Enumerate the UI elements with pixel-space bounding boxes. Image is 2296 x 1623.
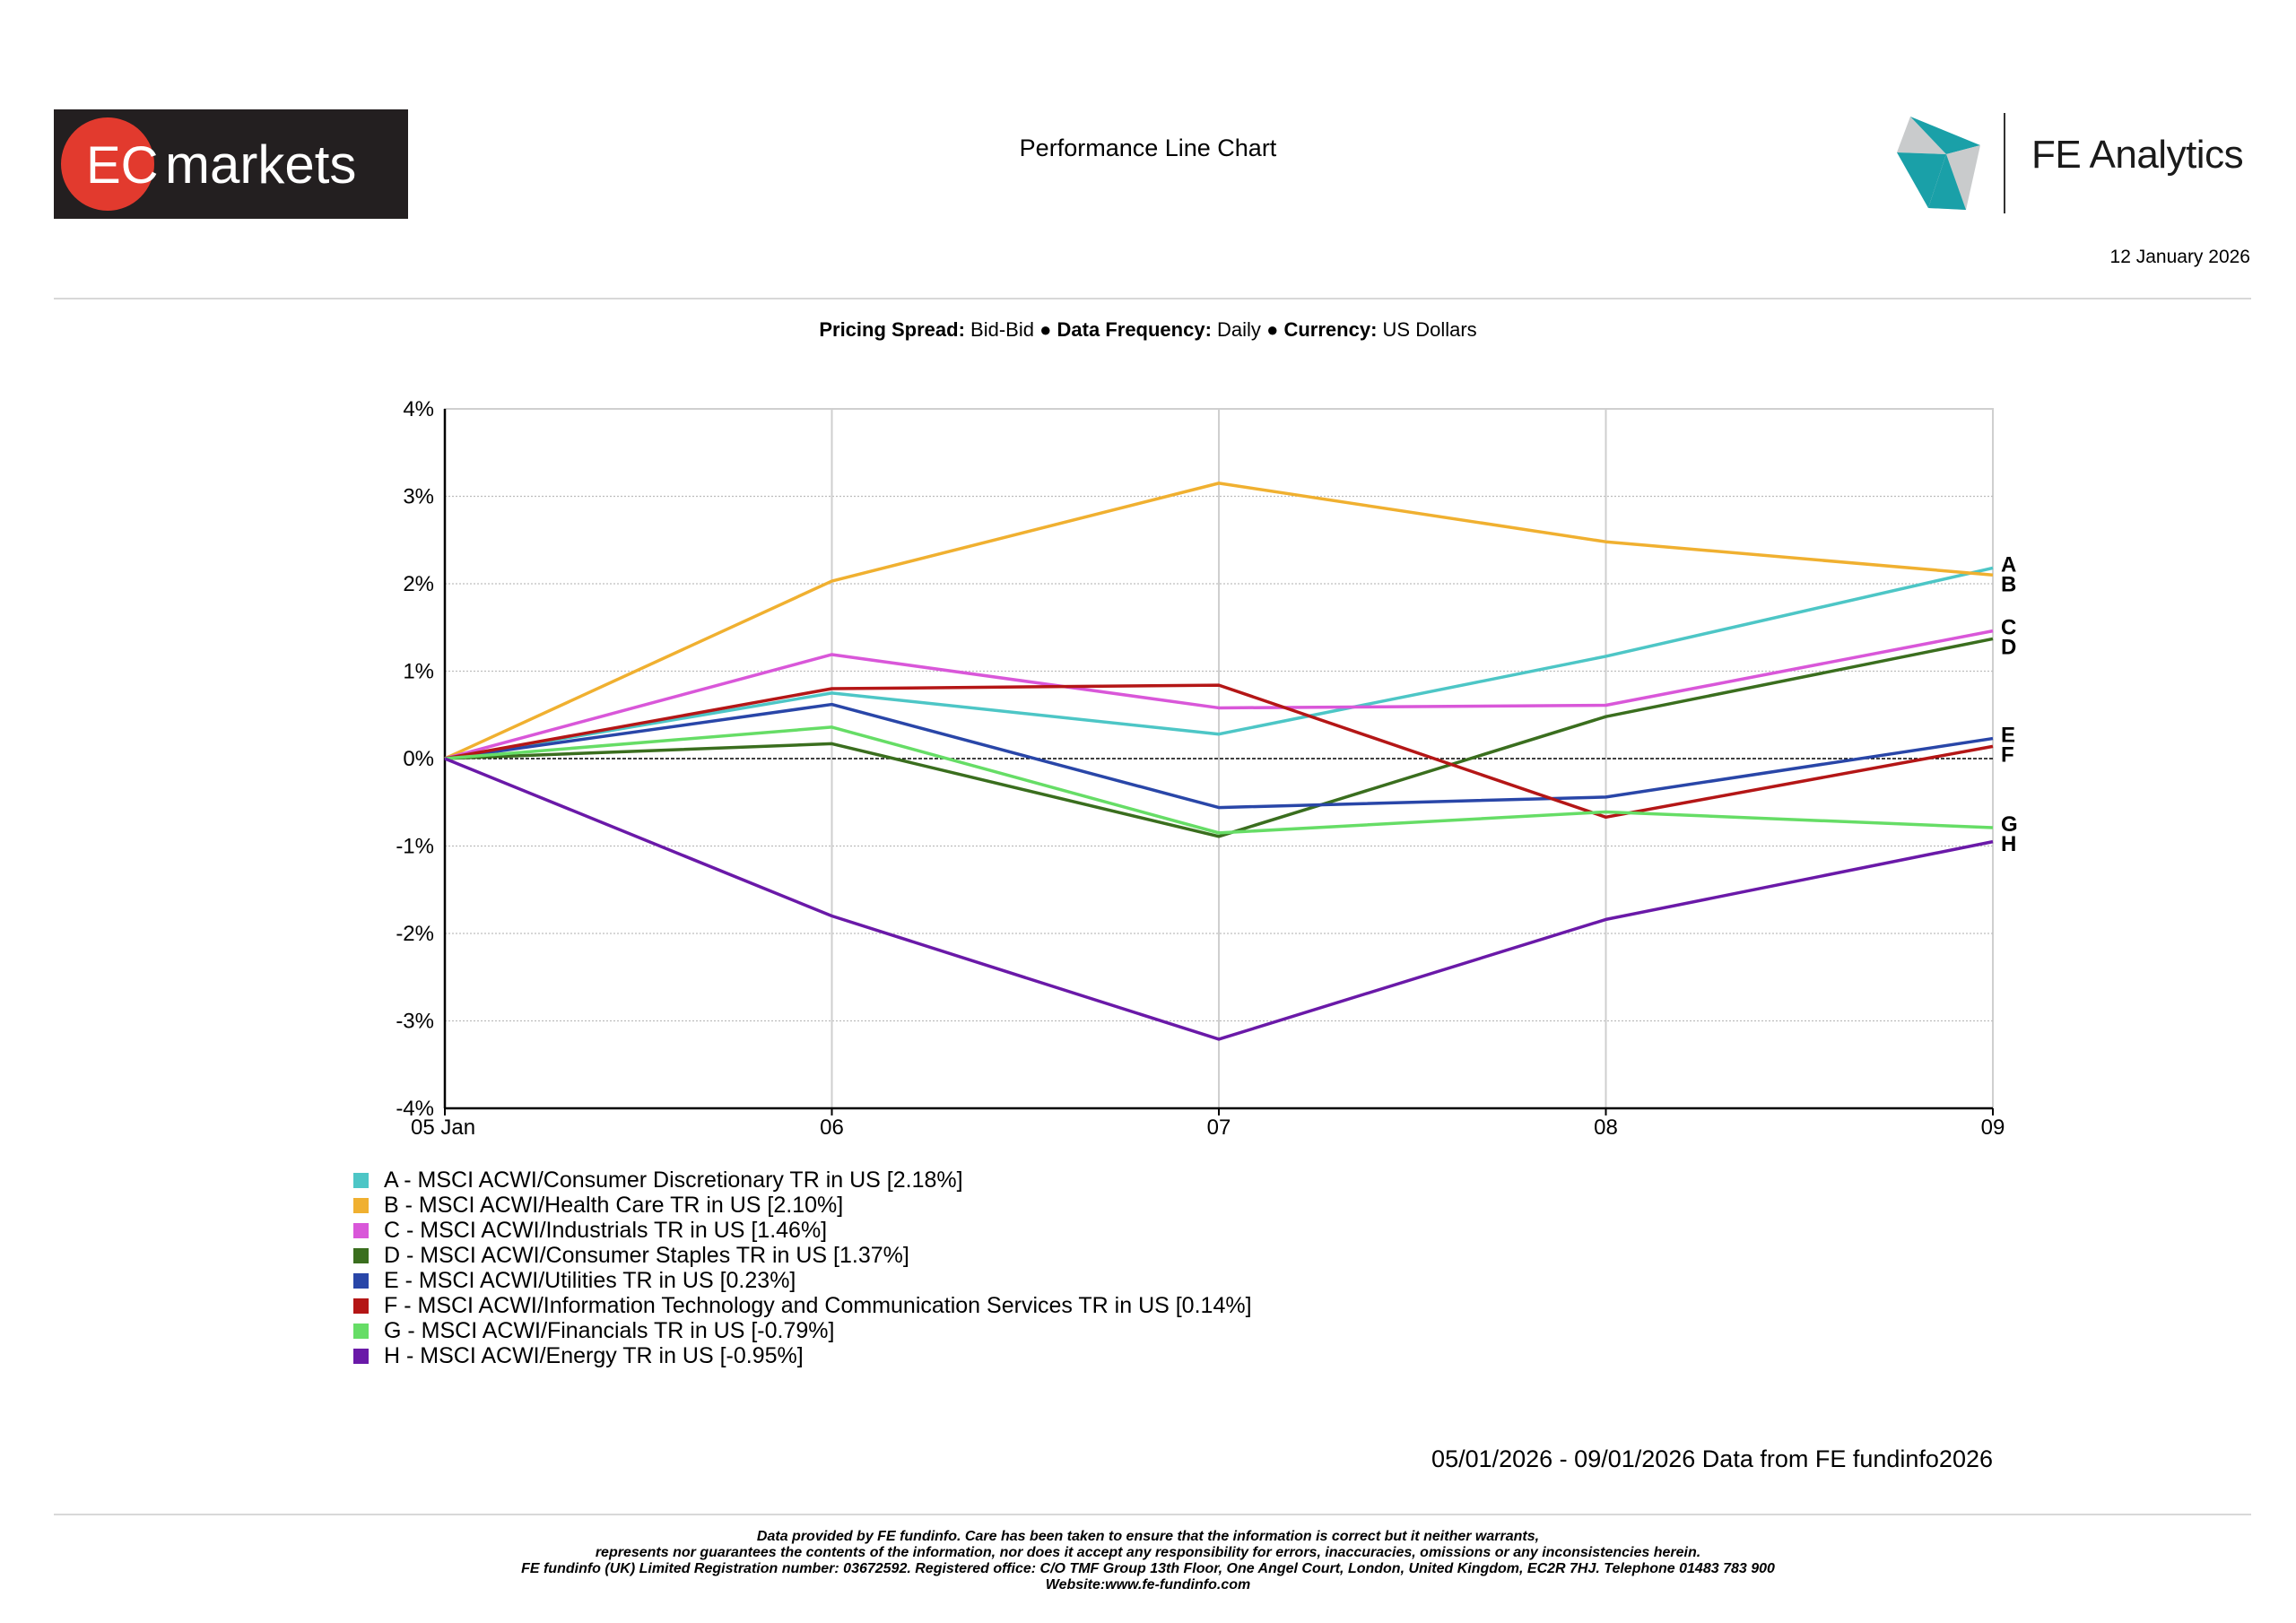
- data-frequency-label: Data Frequency:: [1057, 318, 1212, 341]
- series-end-label: D: [2001, 636, 2016, 660]
- disclaimer: Data provided by FE fundinfo. Care has b…: [0, 1529, 2296, 1593]
- fe-diamond-icon: [1897, 113, 2005, 213]
- legend-item-c: C - MSCI ACWI/Industrials TR in US [1.46…: [353, 1218, 1252, 1243]
- legend-swatch: [353, 1247, 369, 1263]
- legend-item-g: G - MSCI ACWI/Financials TR in US [-0.79…: [353, 1318, 1252, 1343]
- legend-item-f: F - MSCI ACWI/Information Technology and…: [353, 1293, 1252, 1318]
- legend-swatch: [353, 1348, 369, 1364]
- x-tick-label: 08: [1594, 1115, 1618, 1140]
- series-end-label: C: [2001, 616, 2016, 640]
- legend-label: G - MSCI ACWI/Financials TR in US [-0.79…: [384, 1318, 835, 1343]
- series-line-h: [444, 757, 1994, 1041]
- pricing-spread-value: Bid-Bid: [970, 318, 1034, 341]
- legend-label: C - MSCI ACWI/Industrials TR in US [1.46…: [384, 1218, 828, 1243]
- separator-dot: ●: [1266, 318, 1279, 341]
- legend-item-h: H - MSCI ACWI/Energy TR in US [-0.95%]: [353, 1343, 1252, 1368]
- x-tick-label: 07: [1207, 1115, 1231, 1140]
- y-tick-label: -4%: [396, 1097, 434, 1121]
- series-line-c: [444, 629, 1994, 760]
- disclaimer-line: Data provided by FE fundinfo. Care has b…: [756, 1529, 1540, 1544]
- x-tick-label: 06: [820, 1115, 844, 1140]
- date-range-note: 05/01/2026 - 09/01/2026 Data from FE fun…: [1431, 1445, 1993, 1472]
- legend-label: H - MSCI ACWI/Energy TR in US [-0.95%]: [384, 1343, 804, 1368]
- series-line-b: [444, 482, 1994, 760]
- header-divider: [54, 298, 2251, 299]
- series-end-label: A: [2001, 552, 2016, 577]
- disclaimer-line: Website:www.fe-fundinfo.com: [1045, 1577, 1251, 1593]
- y-tick-label: 1%: [403, 660, 434, 684]
- y-tick-label: 2%: [403, 572, 434, 596]
- chart-legend: A - MSCI ACWI/Consumer Discretionary TR …: [353, 1167, 1252, 1368]
- legend-swatch: [353, 1323, 369, 1339]
- series-line-g: [444, 725, 1994, 835]
- ec-logo-text: EC: [86, 136, 159, 195]
- series-line-d: [444, 637, 1994, 838]
- legend-swatch: [353, 1197, 369, 1213]
- fe-analytics-logo: [1892, 109, 2251, 217]
- legend-swatch: [353, 1272, 369, 1289]
- report-date: 12 January 2026: [2109, 247, 2250, 267]
- currency-label: Currency:: [1283, 318, 1378, 341]
- series-end-label: G: [2001, 812, 2018, 837]
- y-tick-label: -3%: [396, 1010, 434, 1034]
- legend-item-a: A - MSCI ACWI/Consumer Discretionary TR …: [353, 1167, 1252, 1193]
- y-tick-label: 4%: [403, 397, 434, 421]
- series-end-label: B: [2001, 572, 2016, 596]
- series-line-e: [444, 702, 1994, 810]
- legend-label: A - MSCI ACWI/Consumer Discretionary TR …: [384, 1167, 963, 1193]
- x-tick-label: 05 Jan: [411, 1115, 475, 1140]
- y-tick-label: 0%: [403, 747, 434, 771]
- y-tick-label: 3%: [403, 485, 434, 509]
- legend-swatch: [353, 1172, 369, 1188]
- legend-item-d: D - MSCI ACWI/Consumer Staples TR in US …: [353, 1243, 1252, 1268]
- series-line-f: [444, 683, 1994, 820]
- performance-line-chart: 4% 3% 2% 1% 0% -1% -2% -3% -4%05 Jan 06 07 08 09 ABCD…: [396, 397, 2018, 1140]
- fe-analytics-name: FE Analytics: [2031, 133, 2244, 177]
- chart-parameters: Pricing Spread: Bid-Bid ● Data Frequency…: [0, 318, 2296, 342]
- legend-item-b: B - MSCI ACWI/Health Care TR in US [2.10…: [353, 1193, 1252, 1218]
- legend-label: D - MSCI ACWI/Consumer Staples TR in US …: [384, 1243, 909, 1268]
- x-tick-label: 09: [1981, 1115, 2005, 1140]
- legend-label: B - MSCI ACWI/Health Care TR in US [2.10…: [384, 1193, 844, 1218]
- disclaimer-line: FE fundinfo (UK) Limited Registration nu…: [521, 1561, 1775, 1576]
- legend-swatch: [353, 1298, 369, 1314]
- disclaimer-line: represents nor guarantees the contents o…: [595, 1545, 1701, 1560]
- legend-label: E - MSCI ACWI/Utilities TR in US [0.23%]: [384, 1268, 796, 1293]
- y-tick-label: -2%: [396, 922, 434, 946]
- pricing-spread-label: Pricing Spread:: [819, 318, 965, 341]
- series-line-a: [444, 566, 1994, 760]
- series-end-label: F: [2001, 743, 2014, 768]
- series-end-label: E: [2001, 724, 2015, 748]
- separator-dot: ●: [1039, 318, 1052, 341]
- footer-divider: [54, 1514, 2251, 1515]
- currency-value: US Dollars: [1382, 318, 1477, 341]
- ec-markets-logo: EC markets: [54, 109, 408, 219]
- markets-logo-text: markets: [165, 135, 356, 195]
- series-end-label: H: [2001, 832, 2016, 856]
- legend-label: F - MSCI ACWI/Information Technology and…: [384, 1293, 1252, 1318]
- ec-logo-circle: [61, 117, 154, 211]
- page-title: Performance Line Chart: [1019, 135, 1277, 161]
- data-frequency-value: Daily: [1217, 318, 1261, 341]
- legend-item-e: E - MSCI ACWI/Utilities TR in US [0.23%]: [353, 1268, 1252, 1293]
- y-tick-label: -1%: [396, 835, 434, 859]
- legend-swatch: [353, 1222, 369, 1238]
